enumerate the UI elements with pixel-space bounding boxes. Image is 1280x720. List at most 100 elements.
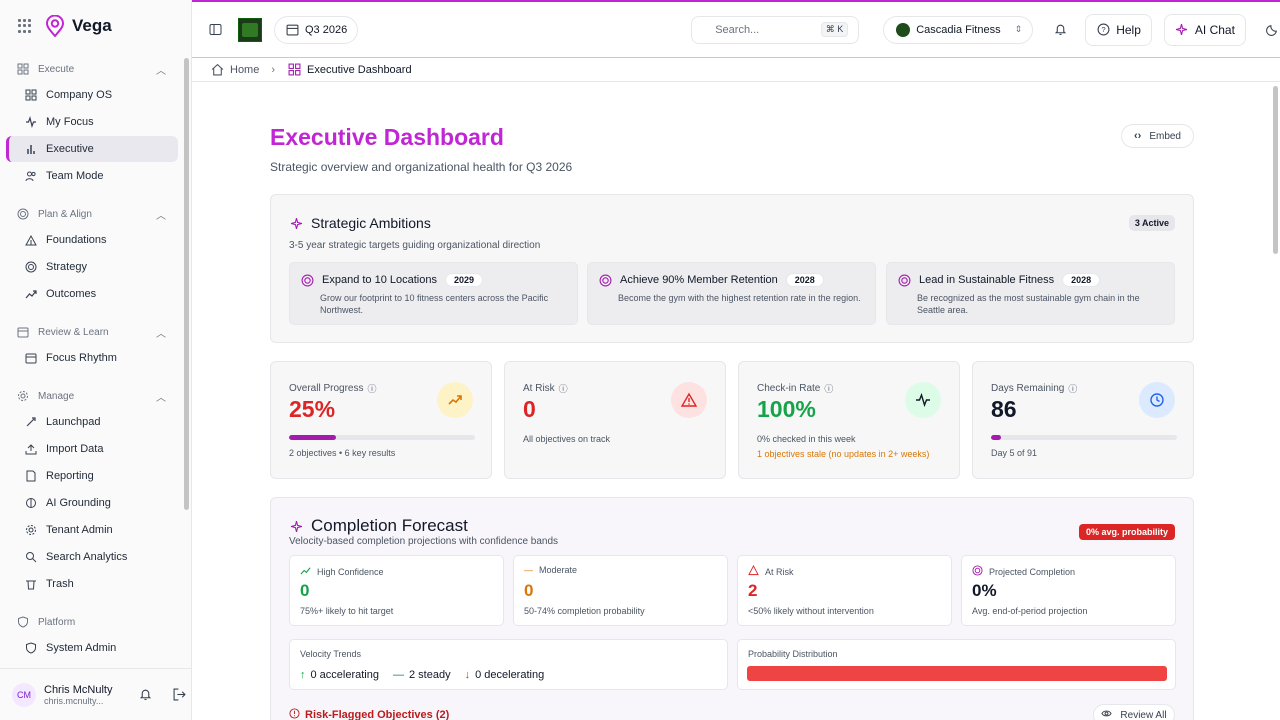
help-button[interactable]: ? Help bbox=[1085, 13, 1152, 46]
sidebar-item-system-admin[interactable]: System Admin bbox=[6, 635, 178, 661]
help-label: Help bbox=[1116, 22, 1141, 37]
trending-up-icon bbox=[300, 565, 311, 578]
info-icon[interactable]: ⓘ bbox=[367, 384, 377, 394]
kpi-label: At Risk bbox=[523, 383, 555, 394]
ambition-title: Expand to 10 Locations bbox=[322, 274, 437, 286]
main-scrollbar[interactable] bbox=[1273, 86, 1278, 254]
kpi-value: 25% bbox=[289, 396, 336, 422]
calendar-icon bbox=[285, 23, 299, 37]
chevron-right-icon: › bbox=[271, 63, 276, 76]
app-grid-icon[interactable] bbox=[18, 19, 32, 33]
breadcrumb-home[interactable]: Home bbox=[230, 63, 260, 76]
sidebar-item-reporting[interactable]: Reporting bbox=[6, 463, 178, 489]
avatar[interactable]: CM bbox=[12, 682, 36, 707]
forecast-label: Projected Completion bbox=[989, 566, 1076, 577]
forecast-value: 0 bbox=[300, 581, 310, 600]
ambition-item[interactable]: Expand to 10 Locations 2029 Grow our foo… bbox=[289, 262, 578, 325]
tenant-logo[interactable] bbox=[238, 17, 262, 42]
sidebar-item-executive[interactable]: Executive bbox=[6, 136, 178, 162]
sidebar-item-import-data[interactable]: Import Data bbox=[6, 436, 178, 462]
bell-icon[interactable] bbox=[138, 688, 152, 702]
page-subtitle: Strategic overview and organizational he… bbox=[270, 160, 573, 174]
search-input[interactable]: Search... ⌘ K bbox=[691, 15, 860, 44]
forecast-subtitle: Velocity-based completion projections wi… bbox=[289, 536, 559, 547]
sidebar-item-launchpad[interactable]: Launchpad bbox=[6, 409, 178, 435]
kpi-foot: Day 5 of 91 bbox=[991, 448, 1038, 458]
period-selector[interactable]: Q3 2026 bbox=[274, 15, 359, 44]
sidebar-item-label: Company OS bbox=[46, 89, 113, 101]
sidebar-item-label: Reporting bbox=[46, 470, 94, 482]
nav-group-plan-align[interactable]: Plan & Align ︿ bbox=[0, 201, 184, 227]
shield-icon bbox=[16, 615, 30, 629]
velocity-values: ↑ 0 accelerating — 2 steady ↓ 0 deceleratin… bbox=[300, 669, 544, 681]
shield-icon bbox=[24, 641, 38, 655]
sidebar-item-label: AI Grounding bbox=[46, 497, 111, 509]
tenant-name: Cascadia Fitness bbox=[916, 23, 1001, 36]
sidebar-item-label: Executive bbox=[46, 143, 94, 155]
sidebar-item-foundations[interactable]: Foundations bbox=[6, 227, 178, 253]
nav-group-platform[interactable]: Platform bbox=[0, 609, 184, 635]
sidebar-item-team-mode[interactable]: Team Mode bbox=[6, 163, 178, 189]
chevron-up-icon: ︿ bbox=[156, 65, 166, 77]
kpi-label-row: Days Remaining ⓘ bbox=[991, 382, 1077, 395]
nav-group-review-learn[interactable]: Review & Learn ︿ bbox=[0, 319, 184, 345]
sidebar-item-my-focus[interactable]: My Focus bbox=[6, 109, 178, 135]
sparkles-icon bbox=[289, 216, 303, 230]
target-icon bbox=[972, 565, 983, 578]
review-all-button[interactable]: Review All bbox=[1093, 704, 1175, 720]
logout-icon[interactable] bbox=[172, 688, 186, 702]
active-badge: 3 Active bbox=[1128, 215, 1175, 231]
forecast-foot: 50-74% completion probability bbox=[524, 606, 645, 616]
alert-triangle-icon bbox=[671, 382, 707, 418]
forecast-value: 0% bbox=[972, 581, 997, 600]
sidebar-item-search-analytics[interactable]: Search Analytics bbox=[6, 544, 178, 570]
ambitions-title: Strategic Ambitions bbox=[311, 215, 431, 231]
user-name: Chris McNulty bbox=[44, 683, 113, 696]
trash-icon bbox=[24, 577, 38, 591]
sidebar-toggle-icon[interactable] bbox=[208, 23, 222, 37]
nav-group-execute[interactable]: Execute ︿ bbox=[0, 56, 184, 82]
sidebar-item-tenant-admin[interactable]: Tenant Admin bbox=[6, 517, 178, 543]
trending-up-icon bbox=[437, 382, 473, 418]
sidebar-item-company-os[interactable]: Company OS bbox=[6, 82, 178, 108]
forecast-title: Completion Forecast bbox=[311, 516, 468, 535]
sidebar-item-label: Launchpad bbox=[46, 416, 101, 428]
tenant-selector[interactable]: Cascadia Fitness ⇕ bbox=[883, 15, 1034, 44]
ambition-header: Lead in Sustainable Fitness 2028 bbox=[897, 273, 1101, 287]
file-icon bbox=[24, 469, 38, 483]
ambition-header: Achieve 90% Member Retention 2028 bbox=[598, 273, 824, 287]
kpi-label: Overall Progress bbox=[289, 383, 364, 394]
user-email: chris.mcnulty... bbox=[44, 695, 104, 706]
embed-button[interactable]: ‹› Embed bbox=[1121, 124, 1194, 148]
calendar-icon bbox=[16, 325, 30, 339]
sidebar-item-outcomes[interactable]: Outcomes bbox=[6, 281, 178, 307]
info-icon[interactable]: ⓘ bbox=[824, 384, 834, 394]
sparkles-icon bbox=[1175, 23, 1189, 37]
sidebar-item-trash[interactable]: Trash bbox=[6, 571, 178, 597]
ai-chat-button[interactable]: AI Chat bbox=[1163, 13, 1246, 46]
chevron-up-icon: ︿ bbox=[156, 392, 166, 404]
breadcrumb-current: Executive Dashboard bbox=[307, 63, 412, 76]
nav-group-manage[interactable]: Manage ︿ bbox=[0, 383, 184, 409]
users-icon bbox=[24, 169, 38, 183]
sidebar-item-focus-rhythm[interactable]: Focus Rhythm bbox=[6, 345, 178, 371]
sidebar-header: Vega bbox=[0, 0, 191, 52]
info-icon[interactable]: ⓘ bbox=[1068, 384, 1078, 394]
forecast-label-row: At Risk bbox=[748, 564, 794, 578]
ambition-item[interactable]: Lead in Sustainable Fitness 2028 Be reco… bbox=[886, 262, 1175, 325]
nav-group-label: Review & Learn bbox=[38, 326, 109, 338]
sidebar-item-ai-grounding[interactable]: AI Grounding bbox=[6, 490, 178, 516]
minus-icon: — bbox=[524, 565, 533, 575]
info-icon[interactable]: ⓘ bbox=[558, 384, 568, 394]
moon-icon[interactable] bbox=[1266, 23, 1280, 37]
sidebar-item-strategy[interactable]: Strategy bbox=[6, 254, 178, 280]
bell-icon[interactable] bbox=[1053, 23, 1067, 37]
activity-icon bbox=[905, 382, 941, 418]
sidebar-item-label: Strategy bbox=[46, 261, 87, 273]
sidebar-scrollbar[interactable] bbox=[184, 58, 189, 510]
ambition-item[interactable]: Achieve 90% Member Retention 2028 Become… bbox=[587, 262, 876, 325]
forecast-label-row: — Moderate bbox=[524, 565, 577, 575]
clock-icon bbox=[1139, 382, 1175, 418]
logo[interactable]: Vega bbox=[46, 15, 112, 37]
alert-circle-icon bbox=[289, 708, 300, 720]
